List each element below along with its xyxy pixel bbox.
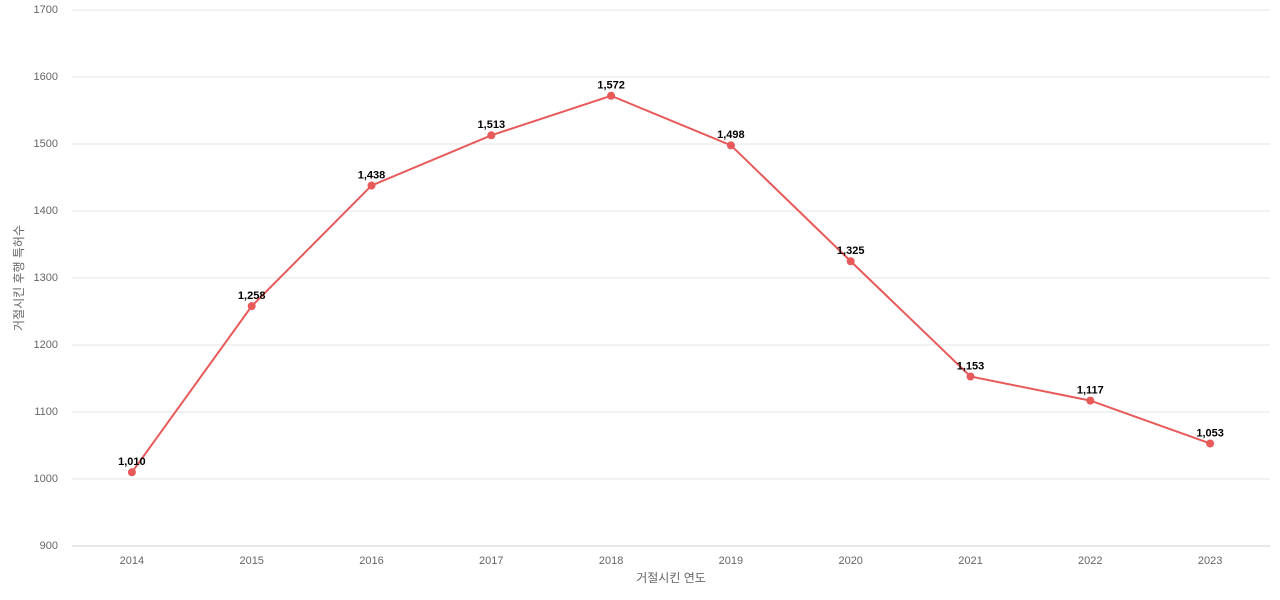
x-tick-label: 2014 <box>120 555 144 567</box>
value-label: 1,438 <box>358 169 386 181</box>
point <box>127 468 136 477</box>
point <box>607 91 616 100</box>
point <box>966 372 975 381</box>
y-axis-title: 거절시킨 후행 특허수 <box>11 225 26 331</box>
y-tick-label: 1600 <box>34 71 58 83</box>
x-tick-label: 2023 <box>1198 555 1222 567</box>
point <box>1086 396 1095 405</box>
value-label: 1,117 <box>1077 385 1104 397</box>
point <box>1206 439 1215 448</box>
x-tick-label: 2016 <box>359 555 383 567</box>
x-tick-label: 2019 <box>719 555 743 567</box>
x-tick-label: 2021 <box>958 555 982 567</box>
x-axis-title: 거절시킨 연도 <box>636 571 706 585</box>
y-tick-label: 1100 <box>34 406 58 418</box>
x-tick-label: 2020 <box>838 555 862 567</box>
y-tick-label: 1400 <box>34 205 58 217</box>
value-label: 1,513 <box>478 119 506 131</box>
x-tick-label: 2015 <box>239 555 263 567</box>
value-label: 1,153 <box>957 360 985 372</box>
y-tick-label: 1300 <box>34 272 58 284</box>
y-tick-label: 1200 <box>34 339 58 351</box>
value-label: 1,010 <box>118 456 146 468</box>
point <box>726 141 735 150</box>
x-tick-label: 2022 <box>1078 555 1102 567</box>
point <box>367 181 376 190</box>
line <box>131 94 1211 473</box>
point <box>846 257 855 266</box>
y-tick-label: 1700 <box>34 4 58 16</box>
value-label: 1,053 <box>1196 427 1224 439</box>
y-tick-label: 1500 <box>34 138 58 150</box>
x-tick-label: 2018 <box>599 555 623 567</box>
value-label: 1,498 <box>717 129 745 141</box>
point <box>487 131 496 140</box>
value-label: 1,258 <box>238 290 266 302</box>
x-tick-label: 2017 <box>479 555 503 567</box>
value-label: 1,325 <box>837 245 865 257</box>
y-tick-label: 900 <box>40 540 58 552</box>
value-label: 1,572 <box>597 80 625 92</box>
point <box>247 302 256 311</box>
y-tick-label: 1000 <box>34 473 58 485</box>
